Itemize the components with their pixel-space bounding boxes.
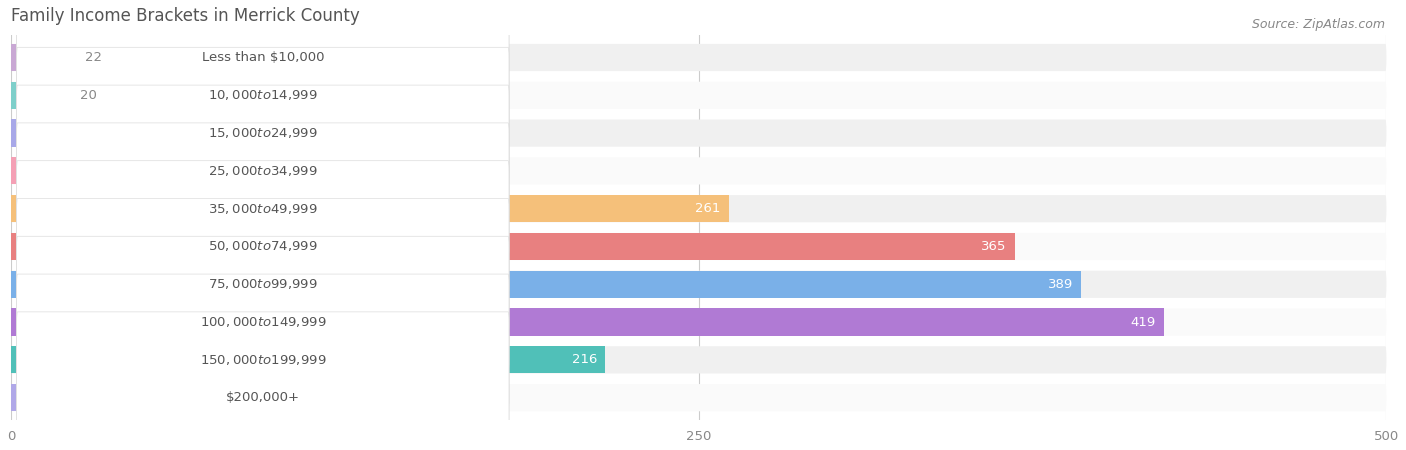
Bar (11, 233, 1015, 260)
Text: $10,000 to $14,999: $10,000 to $14,999 (208, 88, 318, 102)
FancyBboxPatch shape (17, 47, 509, 219)
FancyBboxPatch shape (11, 120, 1386, 147)
FancyBboxPatch shape (17, 274, 509, 446)
FancyBboxPatch shape (11, 308, 1386, 336)
Bar (11, 384, 231, 411)
Text: 20: 20 (80, 89, 97, 102)
Text: Less than $10,000: Less than $10,000 (201, 51, 323, 64)
Text: 118: 118 (302, 164, 328, 177)
Text: Source: ZipAtlas.com: Source: ZipAtlas.com (1251, 18, 1385, 31)
Bar (11, 346, 605, 374)
Text: $50,000 to $74,999: $50,000 to $74,999 (208, 239, 318, 253)
FancyBboxPatch shape (11, 233, 1386, 260)
FancyBboxPatch shape (17, 85, 509, 256)
Text: 261: 261 (696, 202, 721, 215)
FancyBboxPatch shape (11, 270, 1386, 298)
FancyBboxPatch shape (17, 198, 509, 370)
FancyBboxPatch shape (17, 236, 509, 408)
Bar (11, 308, 1164, 336)
Bar (11, 195, 730, 222)
Bar (11, 44, 72, 71)
FancyBboxPatch shape (11, 384, 1386, 411)
FancyBboxPatch shape (17, 161, 509, 332)
Text: 365: 365 (981, 240, 1007, 253)
FancyBboxPatch shape (11, 44, 1386, 71)
Text: $35,000 to $49,999: $35,000 to $49,999 (208, 202, 318, 216)
Text: 419: 419 (1130, 315, 1156, 328)
FancyBboxPatch shape (17, 9, 509, 181)
Text: 389: 389 (1047, 278, 1073, 291)
Text: 22: 22 (86, 51, 103, 64)
Text: $150,000 to $199,999: $150,000 to $199,999 (200, 353, 326, 367)
FancyBboxPatch shape (17, 312, 509, 450)
FancyBboxPatch shape (17, 123, 509, 294)
Text: 80: 80 (207, 391, 224, 404)
Text: 104: 104 (264, 126, 290, 140)
Text: $75,000 to $99,999: $75,000 to $99,999 (208, 277, 318, 291)
Text: $25,000 to $34,999: $25,000 to $34,999 (208, 164, 318, 178)
Bar (11, 82, 66, 109)
Text: $200,000+: $200,000+ (226, 391, 299, 404)
FancyBboxPatch shape (11, 195, 1386, 222)
Bar (11, 158, 336, 184)
Text: 216: 216 (572, 353, 598, 366)
FancyBboxPatch shape (11, 82, 1386, 109)
Text: $100,000 to $149,999: $100,000 to $149,999 (200, 315, 326, 329)
FancyBboxPatch shape (17, 0, 509, 143)
Text: $15,000 to $24,999: $15,000 to $24,999 (208, 126, 318, 140)
FancyBboxPatch shape (11, 158, 1386, 184)
Text: Family Income Brackets in Merrick County: Family Income Brackets in Merrick County (11, 7, 360, 25)
Bar (11, 270, 1081, 298)
FancyBboxPatch shape (11, 346, 1386, 374)
Bar (11, 120, 297, 147)
